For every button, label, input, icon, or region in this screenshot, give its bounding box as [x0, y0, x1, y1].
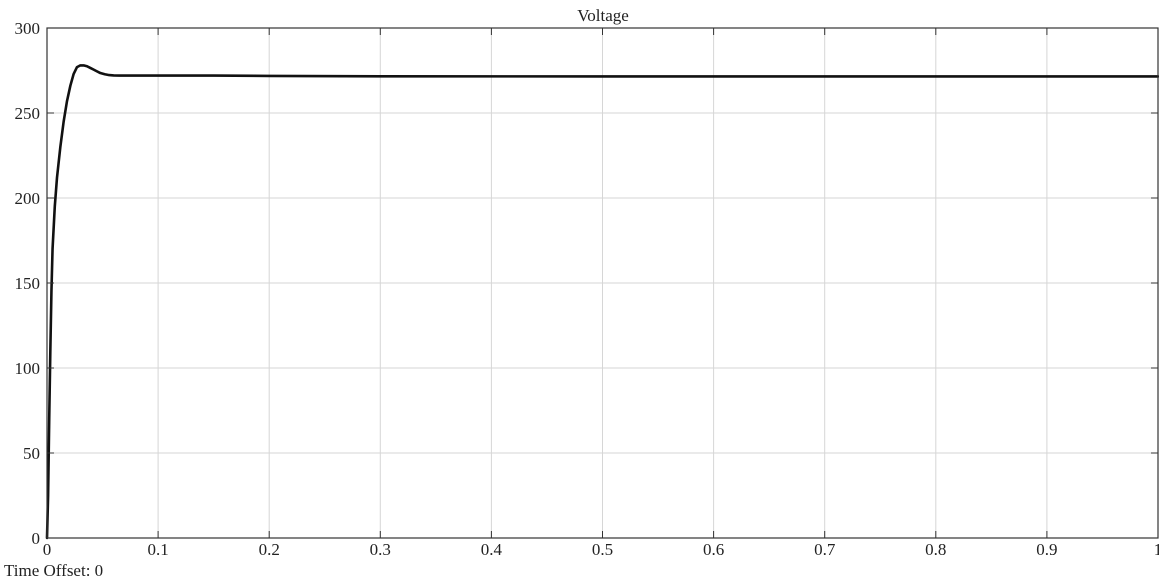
- y-tick-label: 250: [15, 104, 41, 123]
- grid-lines: [47, 28, 1158, 538]
- x-tick-label: 0.5: [592, 540, 613, 559]
- series-layer: [45, 64, 1159, 540]
- y-tick-label: 100: [15, 359, 41, 378]
- x-tick-label: 0.8: [925, 540, 946, 559]
- y-tick-label: 0: [32, 529, 41, 548]
- x-tick-label: 0.4: [481, 540, 503, 559]
- y-tick-label: 50: [23, 444, 40, 463]
- x-tick-label: 0.9: [1036, 540, 1057, 559]
- x-tick-label: 0.6: [703, 540, 724, 559]
- y-tick-label: 200: [15, 189, 41, 208]
- x-tick-label: 0: [43, 540, 52, 559]
- y-axis-ticks: 0 50 100 150 200 250 300: [15, 19, 1158, 548]
- x-tick-label: 1: [1154, 540, 1159, 559]
- y-tick-label: 150: [15, 274, 41, 293]
- x-tick-label: 0.1: [147, 540, 168, 559]
- voltage-series-line: [45, 64, 1159, 540]
- chart-title: Voltage: [577, 6, 629, 25]
- y-tick-label: 300: [15, 19, 41, 38]
- x-axis-ticks: 0 0.1 0.2 0.3 0.4 0.5 0.6 0.7 0.8 0.9 1: [43, 28, 1159, 559]
- x-tick-label: 0.7: [814, 540, 836, 559]
- time-offset-label: Time Offset: 0: [4, 561, 104, 580]
- x-tick-label: 0.3: [370, 540, 391, 559]
- x-tick-label: 0.2: [259, 540, 280, 559]
